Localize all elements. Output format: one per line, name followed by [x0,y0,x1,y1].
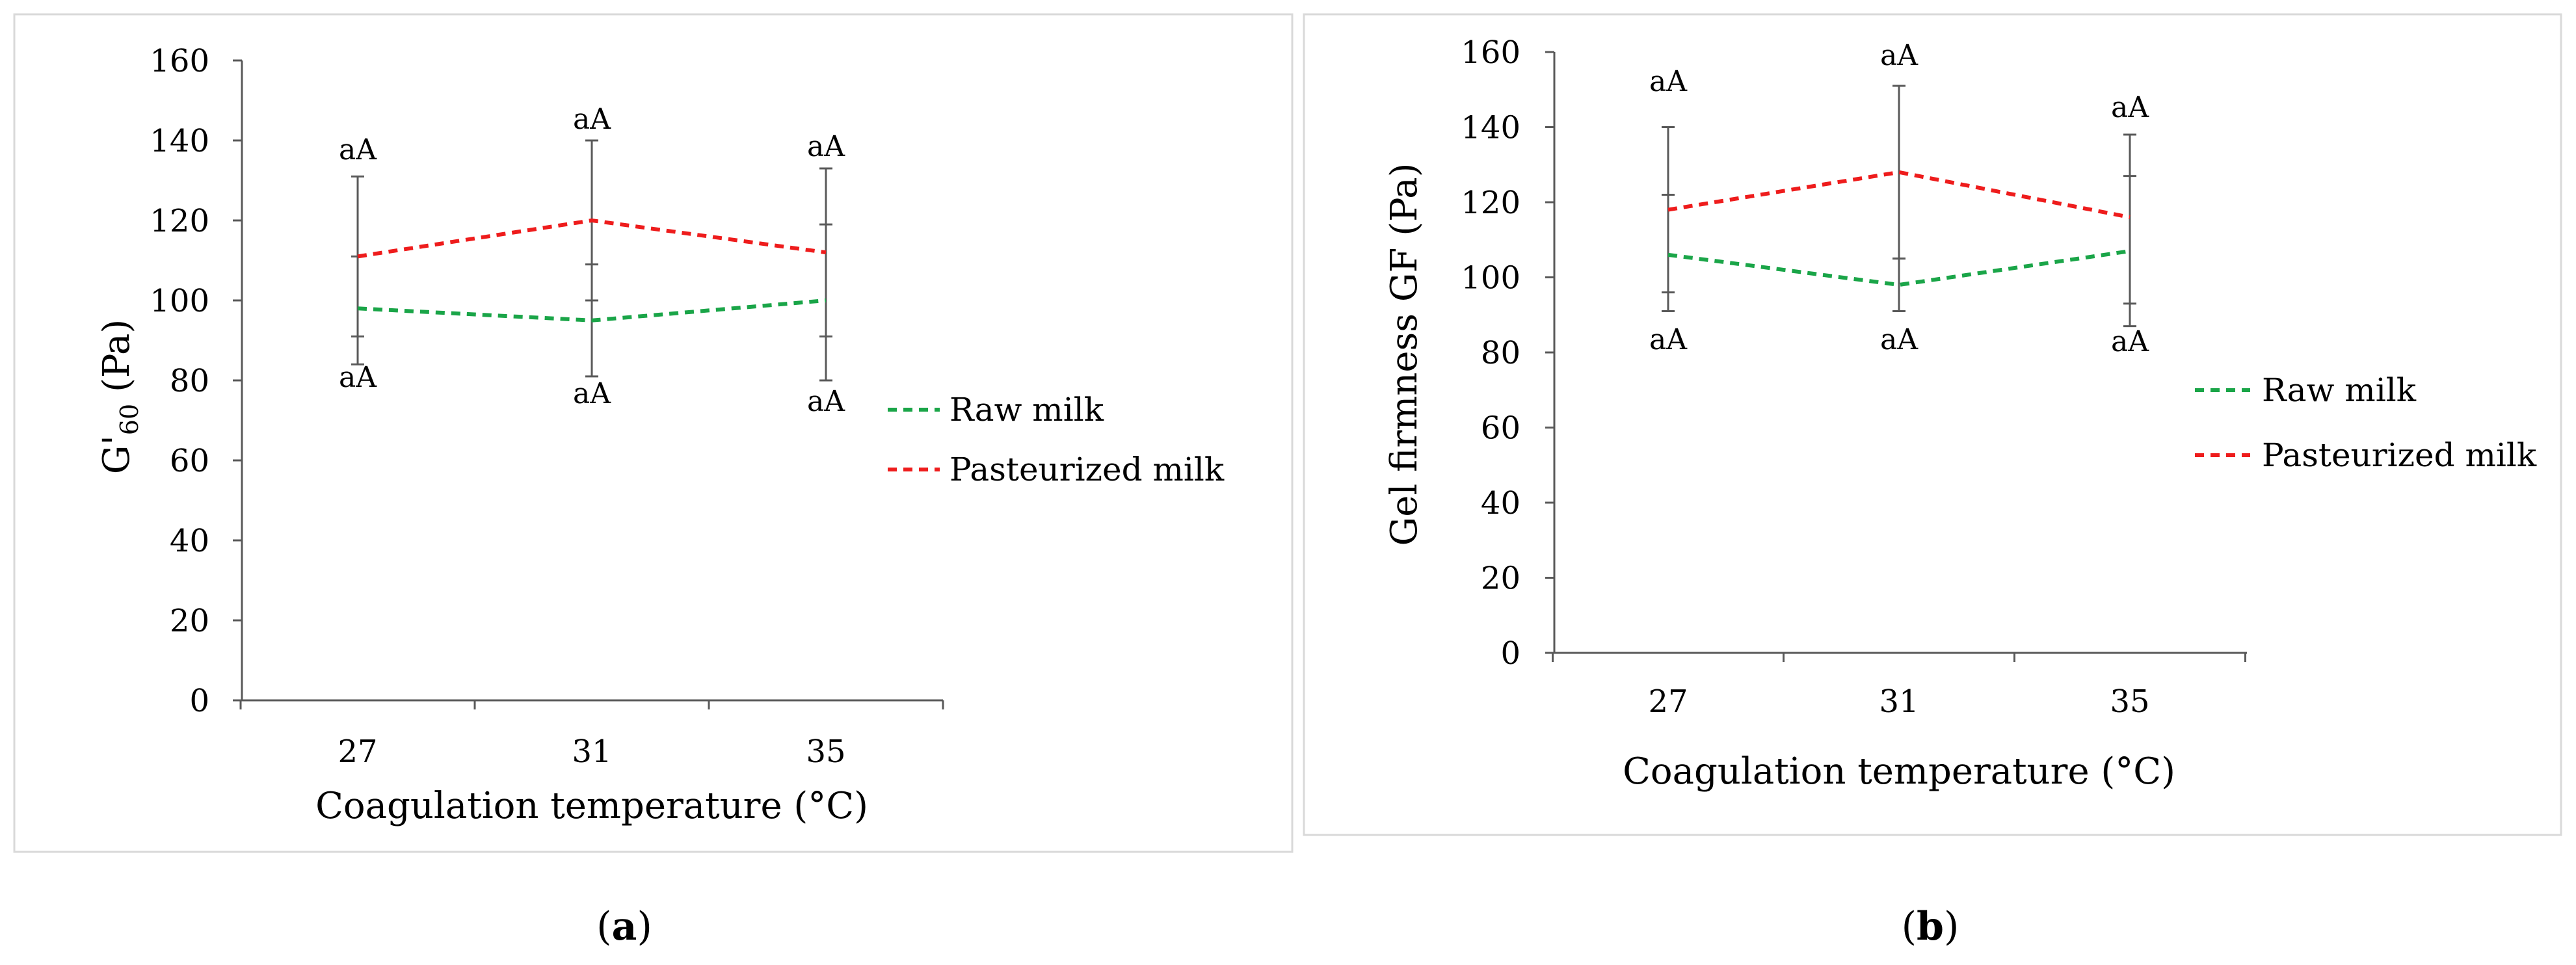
caption-a: (a) [596,904,652,949]
y-tick-label-b: 120 [1461,185,1520,221]
y-tick-label-b: 140 [1461,110,1520,146]
y-tick-label-a: 140 [150,123,209,159]
annotation-bottom-b: aA [1649,323,1688,356]
panel-a-frame [13,13,1294,853]
x-axis-title-a: Coagulation temperature (°C) [315,785,868,827]
y-tick-label-a: 20 [170,603,209,639]
annotation-top-a: aA [807,130,845,163]
legend-b-past-label: Pasteurized milk [2262,436,2537,474]
annotation-bottom-b: aA [2111,325,2149,358]
annotation-top-b: aA [2111,91,2149,124]
y-axis-title-a: G'60 (Pa) [96,319,144,475]
series-line-a-raw [357,298,827,323]
x-tick-label-b: 27 [1648,683,1688,720]
legend-b: Raw milk Pasteurized milk [2195,371,2537,474]
y-tick-label-a: 120 [150,203,209,239]
legend-a-past-label: Pasteurized milk [949,451,1225,488]
y-tick-label-a: 60 [170,443,209,479]
y-tick-label-b: 0 [1500,635,1520,672]
legend-a: Raw milk Pasteurized milk [888,391,1225,488]
legend-b-raw-label: Raw milk [2262,371,2417,409]
annotation-bottom-a: aA [339,361,377,394]
y-tick-label-a: 80 [170,363,209,399]
annotation-top-b: aA [1880,39,1919,72]
annotation-top-b: aA [1649,65,1688,98]
y-tick-label-a: 100 [150,283,209,319]
x-tick-label-b: 31 [1879,683,1919,720]
annotation-top-a: aA [573,103,611,136]
x-axis-title-b: Coagulation temperature (°C) [1623,750,2175,793]
series-line-a-pasteurized [357,218,827,259]
series-line-b-pasteurized [1667,170,2131,220]
annotation-bottom-a: aA [573,377,611,410]
y-axis-title-b: Gel firmness GF (Pa) [1383,163,1426,546]
legend-a-raw-label: Raw milk [949,391,1104,429]
y-tick-label-a: 0 [189,683,209,719]
annotation-bottom-a: aA [807,385,845,418]
annotation-bottom-b: aA [1880,323,1919,356]
panel-b-frame [1303,13,2562,836]
y-tick-label-b: 60 [1481,410,1520,447]
annotation-top-a: aA [339,133,377,166]
x-tick-label-a: 35 [806,734,845,770]
caption-b: (b) [1902,904,1959,949]
y-tick-label-b: 20 [1481,561,1520,597]
y-tick-label-a: 40 [170,523,209,559]
x-tick-label-a: 31 [572,734,611,770]
x-tick-label-a: 27 [338,734,377,770]
x-tick-label-b: 35 [2110,683,2149,720]
y-tick-label-a: 160 [150,43,209,79]
y-tick-label-b: 80 [1481,335,1520,371]
y-tick-label-b: 160 [1461,34,1520,71]
y-tick-label-b: 40 [1481,485,1520,522]
y-tick-label-b: 100 [1461,260,1520,297]
